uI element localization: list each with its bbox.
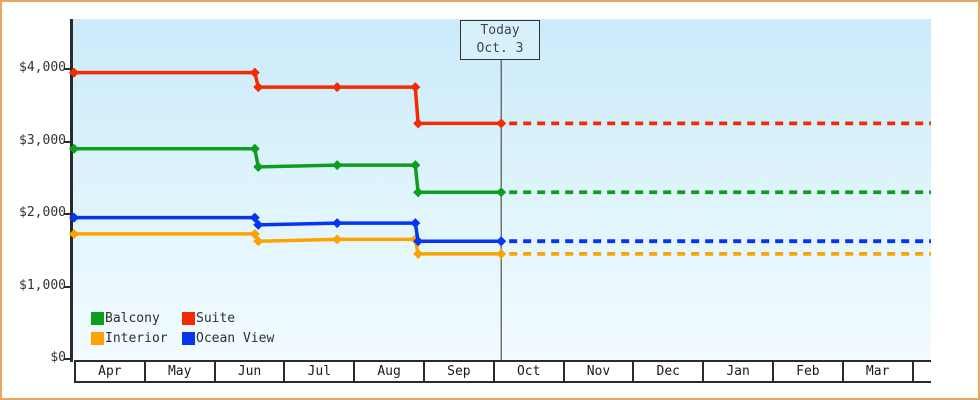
data-point-interior [249,228,260,239]
price-line-ocean-view [74,215,502,243]
x-month-mar: Mar [841,362,912,381]
y-tick-label: $0 [50,350,66,365]
data-point-ocean-view [69,212,79,223]
legend: Balcony Suite Interior Ocean View [91,311,274,346]
legend-item-suite: Suite [182,311,274,326]
price-line-suite [74,70,502,126]
data-point-suite [410,82,421,93]
data-point-balcony [410,160,421,171]
today-annotation-box: Today Oct. 3 [460,20,540,60]
data-point-suite [413,118,424,129]
data-point-balcony [413,187,424,198]
data-point-suite [496,118,507,129]
x-month-apr: Apr [74,362,144,381]
legend-label: Balcony [105,311,160,326]
y-tick-label: $4,000 [19,60,66,75]
price-line-interior [74,232,502,256]
data-point-interior [253,236,264,247]
legend-label: Interior [105,331,168,346]
x-month-may: May [143,362,214,381]
y-tick-mark [64,358,71,360]
price-line-balcony [74,147,502,195]
y-tick-label: $3,000 [19,132,66,148]
legend-swatch-suite [182,312,195,325]
x-month-jun: Jun [213,362,284,381]
data-point-ocean-view [413,236,424,247]
data-point-ocean-view [249,212,260,223]
y-axis-line [70,19,73,362]
legend-item-ocean-view: Ocean View [182,331,274,346]
chart-canvas [69,60,931,361]
y-tick-label: $1,000 [19,277,66,293]
data-point-suite [69,67,79,78]
today-annotation-line2: Oct. 3 [476,41,524,56]
data-point-ocean-view [496,236,507,247]
data-point-interior [496,248,507,259]
y-tick-mark [64,140,71,143]
today-annotation-line1: Today [480,23,520,38]
data-point-balcony [249,143,260,154]
legend-item-balcony: Balcony [91,311,182,326]
y-tick-label: $2,000 [19,205,66,220]
legend-item-interior: Interior [91,331,182,346]
data-point-interior [69,228,79,239]
data-point-suite [249,67,260,78]
legend-swatch-ocean-view [182,332,195,345]
legend-swatch-interior [91,332,104,345]
x-month-feb: Feb [771,362,842,381]
x-month-stub-cell [911,362,931,381]
data-point-suite [332,82,343,93]
data-point-balcony [253,161,264,172]
y-tick-mark [64,68,71,70]
x-month-oct: Oct [492,362,563,381]
x-axis-month-row: Apr May Jun Jul Aug Sep Oct Nov Dec Jan Feb Mar [74,360,931,383]
data-point-interior [413,248,424,259]
data-point-ocean-view [332,218,343,229]
y-tick-mark [64,285,71,288]
legend-swatch-balcony [91,312,104,325]
x-month-aug: Aug [353,362,423,381]
x-month-nov: Nov [562,362,633,381]
legend-label: Ocean View [196,331,275,346]
data-point-balcony [332,160,343,171]
x-month-sep: Sep [422,362,493,381]
x-month-dec: Dec [632,362,702,381]
x-month-jan: Jan [702,362,772,381]
data-point-ocean-view [410,218,421,229]
data-point-balcony [496,187,507,198]
data-point-suite [253,82,264,93]
y-tick-mark [64,213,71,215]
data-point-interior [332,234,343,245]
legend-label: Suite [196,311,236,326]
data-point-balcony [69,143,79,154]
data-point-ocean-view [253,219,264,230]
x-month-jul: Jul [283,362,353,381]
